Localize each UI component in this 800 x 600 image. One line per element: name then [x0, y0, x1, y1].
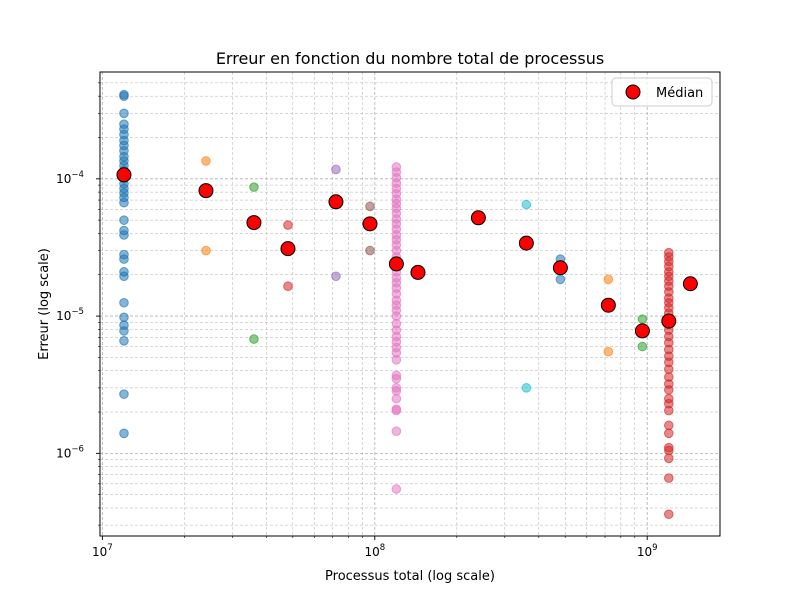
data-point — [249, 182, 259, 192]
data-point — [119, 389, 129, 399]
data-point — [391, 386, 402, 396]
data-point — [283, 220, 293, 230]
data-point — [331, 271, 341, 282]
legend: Médian — [611, 77, 713, 107]
data-point — [663, 405, 674, 416]
data-point — [119, 254, 129, 264]
median-point — [600, 297, 616, 313]
median-point — [198, 183, 214, 199]
median-point — [388, 256, 404, 272]
data-point — [249, 334, 259, 344]
data-point — [391, 355, 402, 365]
data-point — [119, 91, 129, 101]
median-point — [518, 235, 534, 251]
data-point — [391, 426, 402, 437]
median-point — [246, 215, 262, 231]
data-point — [119, 326, 129, 336]
data-point — [637, 314, 648, 324]
data-point — [663, 509, 674, 520]
data-point — [119, 297, 129, 308]
y-axis-label: Erreur (log scale) — [37, 248, 52, 360]
median-point — [362, 216, 378, 232]
y-tick-label: 10−6 — [56, 444, 84, 460]
legend-box — [611, 77, 713, 107]
data-point — [663, 445, 674, 456]
data-point — [119, 230, 129, 240]
data-point — [119, 336, 129, 346]
data-point — [119, 215, 129, 225]
median-point — [328, 194, 344, 210]
data-point — [201, 156, 211, 166]
data-points — [119, 89, 674, 520]
median-markers — [116, 167, 698, 339]
median-point — [470, 210, 486, 226]
data-point — [119, 197, 129, 208]
axis-ticks — [96, 82, 648, 540]
data-point — [663, 453, 674, 464]
minor-gridlines — [100, 72, 720, 536]
median-point — [552, 260, 568, 276]
x-tick-label: 109 — [637, 543, 658, 559]
data-point — [663, 473, 674, 483]
median-point — [410, 264, 426, 280]
data-point — [637, 341, 648, 352]
data-point — [201, 245, 211, 256]
data-point — [119, 428, 129, 439]
x-tick-label: 107 — [92, 543, 113, 559]
data-point — [365, 245, 375, 256]
median-point — [661, 313, 677, 329]
data-point — [391, 393, 402, 404]
median-point — [682, 276, 698, 292]
median-point — [634, 323, 650, 339]
data-point — [391, 373, 402, 384]
y-tick-label: 10−5 — [56, 307, 84, 323]
x-axis-label: Processus total (log scale) — [325, 569, 495, 584]
legend-median-marker — [625, 84, 641, 100]
data-point — [391, 405, 402, 416]
data-point — [391, 484, 402, 494]
x-tick-label: 108 — [364, 543, 385, 559]
data-point — [331, 164, 341, 175]
median-point — [116, 167, 132, 183]
data-point — [663, 385, 674, 395]
legend-label: Médian — [656, 86, 703, 101]
data-point — [521, 199, 532, 210]
data-point — [119, 108, 129, 119]
median-point — [280, 241, 296, 257]
data-point — [283, 281, 293, 292]
data-point — [119, 271, 129, 282]
data-point — [603, 346, 614, 357]
data-point — [555, 274, 566, 285]
data-point — [365, 201, 375, 212]
major-gridlines — [100, 72, 720, 536]
y-tick-label: 10−4 — [56, 170, 84, 186]
tick-labels: 107 108 109 10−6 10−5 10−4 — [56, 170, 657, 559]
data-point — [521, 383, 532, 393]
chart-title: Erreur en fonction du nombre total de pr… — [216, 49, 604, 68]
plot-frame — [99, 71, 721, 537]
data-point — [663, 428, 674, 439]
data-point — [603, 274, 614, 285]
data-point — [663, 420, 674, 431]
